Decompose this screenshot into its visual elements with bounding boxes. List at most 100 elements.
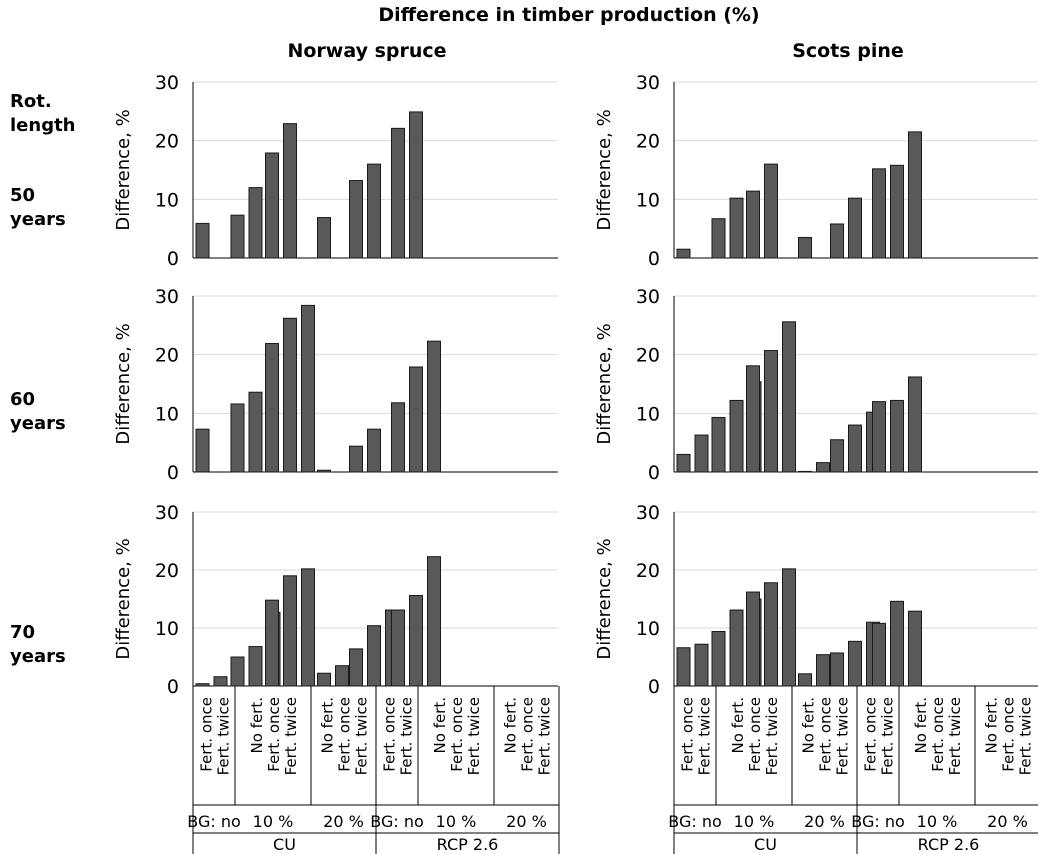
y-tick-label: 20: [636, 345, 660, 367]
bar: [195, 222, 210, 259]
column-title-norway-spruce: Norway spruce: [287, 40, 447, 62]
x-category-label: Fert. twice: [398, 697, 416, 775]
x-category-label: Fert. twice: [465, 697, 483, 775]
row-label-line: 60: [10, 389, 36, 410]
bar: [711, 416, 726, 473]
x-category-label: No fert.: [248, 697, 266, 754]
y-tick-label: 20: [155, 560, 179, 582]
bar: [872, 168, 886, 259]
y-tick-label: 30: [636, 286, 660, 308]
y-tick-label: 10: [155, 189, 179, 211]
row-label-60-years: 60 years: [10, 388, 66, 436]
row-label-line: 50: [10, 185, 36, 206]
bar: [409, 366, 423, 473]
y-tick-label: 30: [155, 286, 179, 308]
x-category-label: Fert. once: [381, 697, 399, 772]
y-tick-label: 0: [167, 462, 179, 484]
bar: [729, 197, 744, 259]
row-header-line: Rot.: [10, 91, 52, 112]
y-tick-label: 10: [636, 403, 660, 425]
y-tick-label: 10: [636, 618, 660, 640]
bar: [213, 676, 228, 687]
bar: [391, 402, 405, 473]
y-tick-label: 20: [636, 560, 660, 582]
bar: [230, 403, 245, 473]
bar: [908, 376, 922, 473]
row-header: Rot. length: [10, 90, 76, 138]
x-category-label: Fert. once: [929, 697, 947, 772]
y-tick-label: 0: [648, 248, 660, 270]
bar: [729, 399, 744, 473]
row-label-line: years: [10, 413, 66, 434]
bar: [676, 248, 691, 259]
bar: [816, 462, 830, 473]
y-axis-label: Difference, %: [594, 538, 615, 659]
bar: [694, 434, 709, 473]
row-label-line: 70: [10, 622, 36, 643]
y-tick-label: 10: [155, 618, 179, 640]
bar: [782, 321, 796, 473]
bar: [230, 214, 245, 259]
bar: [317, 672, 331, 687]
bar: [367, 625, 381, 687]
y-tick-label: 30: [636, 502, 660, 524]
x-category-label: Fert. twice: [946, 697, 964, 775]
bar: [798, 673, 812, 687]
y-tick-label: 20: [155, 131, 179, 153]
bar: [830, 223, 844, 259]
bar: [409, 595, 423, 687]
bar: [265, 343, 279, 473]
x-group-label: 10 %: [917, 812, 958, 831]
bar: [317, 217, 331, 259]
bar: [427, 556, 441, 687]
bar: [349, 180, 363, 259]
row-label-line: years: [10, 646, 66, 667]
bar: [248, 646, 263, 687]
row-label-line: years: [10, 209, 66, 230]
x-category-label: Fert. once: [336, 697, 354, 772]
bar: [409, 111, 423, 259]
x-category-label: Fert. once: [519, 697, 537, 772]
row-header-line: length: [10, 115, 76, 136]
x-category-label: Fert. twice: [1017, 697, 1035, 775]
x-category-label: No fert.: [729, 697, 747, 754]
x-category-label: Fert. twice: [879, 697, 897, 775]
bar: [746, 591, 760, 687]
bar: [746, 190, 760, 259]
x-category-label: Fert. once: [265, 697, 283, 772]
bar: [676, 453, 691, 473]
x-group-label: BG: no: [668, 812, 722, 831]
bar: [711, 218, 726, 259]
x-category-label: No fert.: [431, 697, 449, 754]
y-tick-label: 10: [155, 403, 179, 425]
bar: [195, 428, 210, 473]
bar: [283, 317, 297, 473]
bar: [230, 656, 245, 687]
x-group-label: BG: no: [851, 812, 905, 831]
bar: [367, 428, 381, 473]
bar: [349, 445, 363, 473]
bar: [729, 609, 744, 687]
bar: [908, 131, 922, 259]
bar: [248, 391, 263, 473]
bar: [265, 599, 279, 687]
bar: [248, 187, 263, 259]
bar: [848, 424, 862, 473]
y-tick-label: 20: [636, 131, 660, 153]
x-category-label: Fert. once: [198, 697, 216, 772]
x-category-label: Fert. twice: [536, 697, 554, 775]
y-axis-label: Difference, %: [113, 109, 134, 230]
bar: [265, 152, 279, 259]
x-group-label: BG: no: [187, 812, 241, 831]
y-tick-label: 0: [167, 248, 179, 270]
x-category-label: No fert.: [800, 697, 818, 754]
bar: [890, 164, 904, 259]
x-category-label: No fert.: [983, 697, 1001, 754]
x-scenario-label: CU: [273, 835, 296, 854]
x-category-label: Fert. twice: [282, 697, 300, 775]
bar: [283, 123, 297, 259]
y-tick-label: 30: [155, 72, 179, 94]
bar: [908, 610, 922, 687]
x-group-label: 10 %: [734, 812, 775, 831]
